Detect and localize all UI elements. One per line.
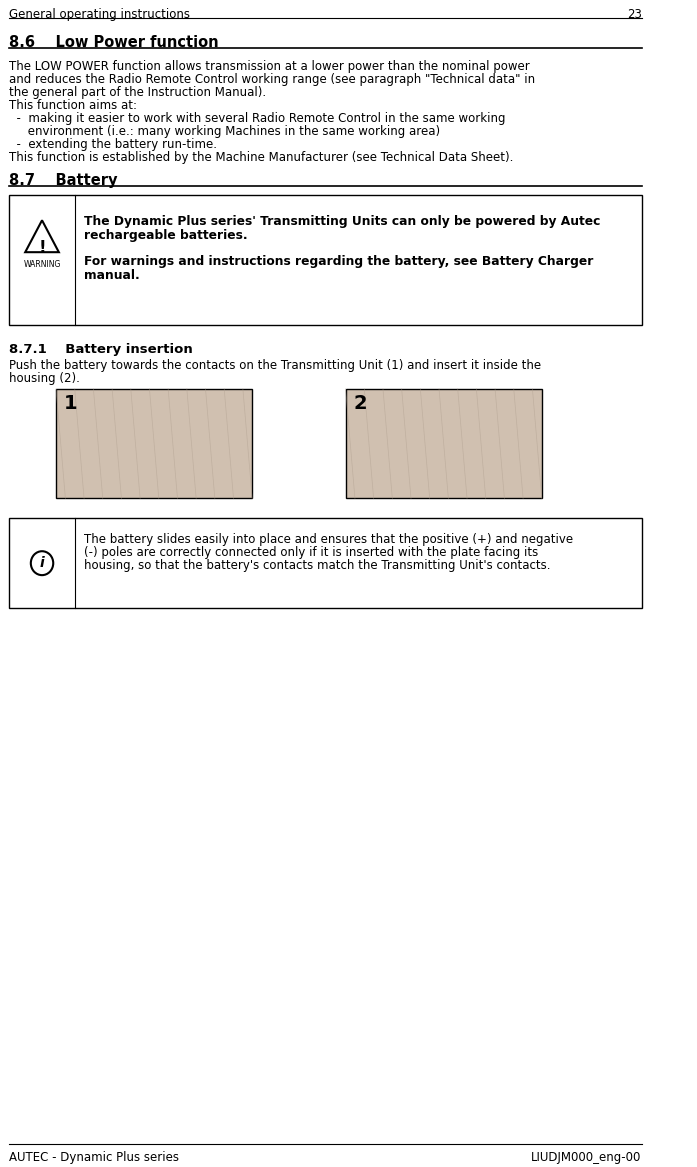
Text: 1: 1 [63,393,77,413]
Text: environment (i.e.: many working Machines in the same working area): environment (i.e.: many working Machines… [9,125,441,138]
Text: 8.7    Battery: 8.7 Battery [9,174,118,188]
Text: AUTEC - Dynamic Plus series: AUTEC - Dynamic Plus series [9,1152,179,1165]
Text: the general part of the Instruction Manual).: the general part of the Instruction Manu… [9,85,266,99]
Bar [56,389,252,498]
Bar [9,518,642,608]
Text: The Dynamic Plus series' Transmitting Units can only be powered by Autec: The Dynamic Plus series' Transmitting Un… [84,215,600,229]
Text: -  extending the battery run-time.: - extending the battery run-time. [9,138,217,151]
Text: 8.6    Low Power function: 8.6 Low Power function [9,35,219,50]
Text: 23: 23 [627,8,642,21]
Text: General operating instructions: General operating instructions [9,8,190,21]
Text: !: ! [38,239,46,257]
Bar [346,389,542,498]
Text: housing (2).: housing (2). [9,372,80,385]
Text: LIUDJM000_eng-00: LIUDJM000_eng-00 [531,1152,642,1165]
Text: -  making it easier to work with several Radio Remote Control in the same workin: - making it easier to work with several … [9,112,506,125]
Text: The battery slides easily into place and ensures that the positive (+) and negat: The battery slides easily into place and… [84,533,573,546]
Text: manual.: manual. [84,270,140,282]
Text: WARNING: WARNING [23,260,61,270]
Text: rechargeable batteries.: rechargeable batteries. [84,229,247,243]
Text: The LOW POWER function allows transmission at a lower power than the nominal pow: The LOW POWER function allows transmissi… [9,60,530,72]
Text: i: i [40,557,45,571]
Text: This function is established by the Machine Manufacturer (see Technical Data She: This function is established by the Mach… [9,151,514,163]
Bar [9,195,642,324]
Text: Push the battery towards the contacts on the Transmitting Unit (1) and insert it: Push the battery towards the contacts on… [9,358,542,372]
Text: and reduces the Radio Remote Control working range (see paragraph "Technical dat: and reduces the Radio Remote Control wor… [9,72,535,85]
Text: This function aims at:: This function aims at: [9,99,137,112]
Text: (-) poles are correctly connected only if it is inserted with the plate facing i: (-) poles are correctly connected only i… [84,546,538,559]
Text: For warnings and instructions regarding the battery, see Battery Charger: For warnings and instructions regarding … [84,256,593,268]
Text: housing, so that the battery's contacts match the Transmitting Unit's contacts.: housing, so that the battery's contacts … [84,559,551,572]
Text: 8.7.1    Battery insertion: 8.7.1 Battery insertion [9,343,193,356]
Text: 2: 2 [353,393,367,413]
